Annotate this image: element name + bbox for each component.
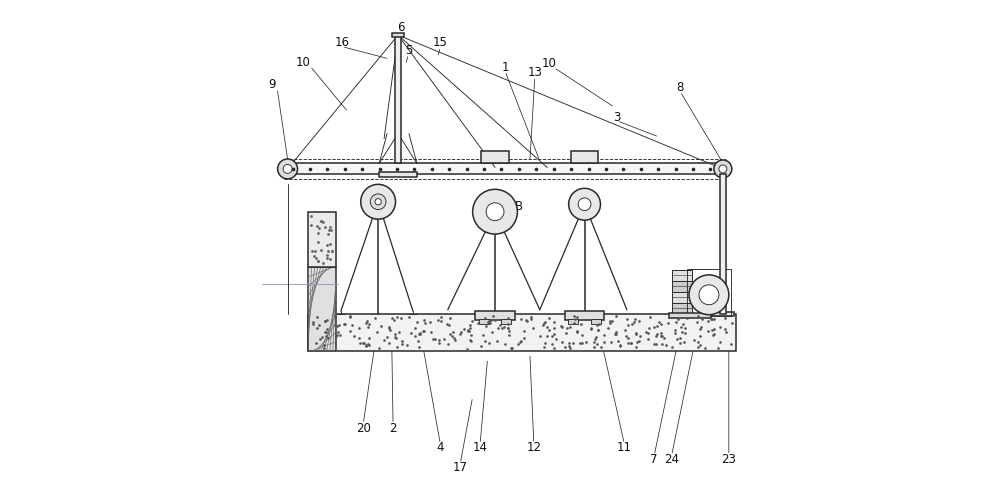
Bar: [565, 311, 604, 319]
Text: A: A: [362, 197, 370, 210]
Bar: [568, 319, 578, 323]
Bar: [308, 314, 736, 351]
Text: 15: 15: [433, 36, 448, 49]
Text: 10: 10: [541, 57, 556, 70]
Circle shape: [689, 275, 729, 315]
Bar: [501, 319, 511, 323]
Bar: [475, 311, 515, 319]
Text: 3: 3: [613, 111, 621, 124]
Bar: [712, 312, 734, 316]
Bar: [672, 281, 692, 292]
Bar: [687, 269, 731, 316]
Text: 11: 11: [617, 442, 632, 455]
Bar: [669, 313, 711, 318]
Bar: [308, 268, 336, 351]
Text: 7: 7: [650, 453, 658, 466]
Bar: [672, 292, 692, 303]
Text: 20: 20: [356, 422, 371, 435]
Text: 24: 24: [664, 453, 679, 466]
Text: 14: 14: [473, 442, 488, 455]
Circle shape: [714, 160, 732, 178]
Bar: [395, 35, 401, 163]
Circle shape: [370, 194, 386, 210]
Text: 1: 1: [501, 61, 509, 74]
Text: 5: 5: [405, 44, 412, 56]
Circle shape: [361, 184, 396, 219]
Bar: [571, 150, 598, 163]
Bar: [672, 303, 692, 314]
Text: 23: 23: [721, 453, 736, 466]
Circle shape: [375, 199, 381, 205]
Bar: [672, 270, 692, 281]
Bar: [308, 212, 336, 268]
Text: 16: 16: [334, 36, 349, 49]
Text: 8: 8: [676, 81, 684, 94]
Bar: [720, 175, 726, 314]
Circle shape: [283, 164, 292, 174]
Text: 13: 13: [527, 66, 542, 79]
Circle shape: [278, 159, 298, 179]
Text: 2: 2: [389, 422, 397, 435]
Circle shape: [578, 198, 591, 211]
Bar: [379, 173, 417, 178]
Bar: [479, 319, 489, 323]
Text: 12: 12: [526, 442, 541, 455]
Bar: [591, 319, 601, 323]
Text: 4: 4: [437, 442, 444, 455]
Bar: [392, 33, 404, 37]
Text: 6: 6: [397, 21, 404, 34]
Circle shape: [473, 189, 517, 234]
Text: 9: 9: [268, 78, 276, 92]
Circle shape: [719, 165, 727, 173]
Text: B: B: [515, 200, 523, 213]
Circle shape: [699, 285, 719, 305]
Circle shape: [486, 203, 504, 221]
Bar: [284, 163, 726, 175]
Bar: [481, 150, 509, 163]
Text: 17: 17: [453, 461, 468, 474]
Circle shape: [569, 188, 600, 220]
Text: 10: 10: [296, 56, 311, 69]
